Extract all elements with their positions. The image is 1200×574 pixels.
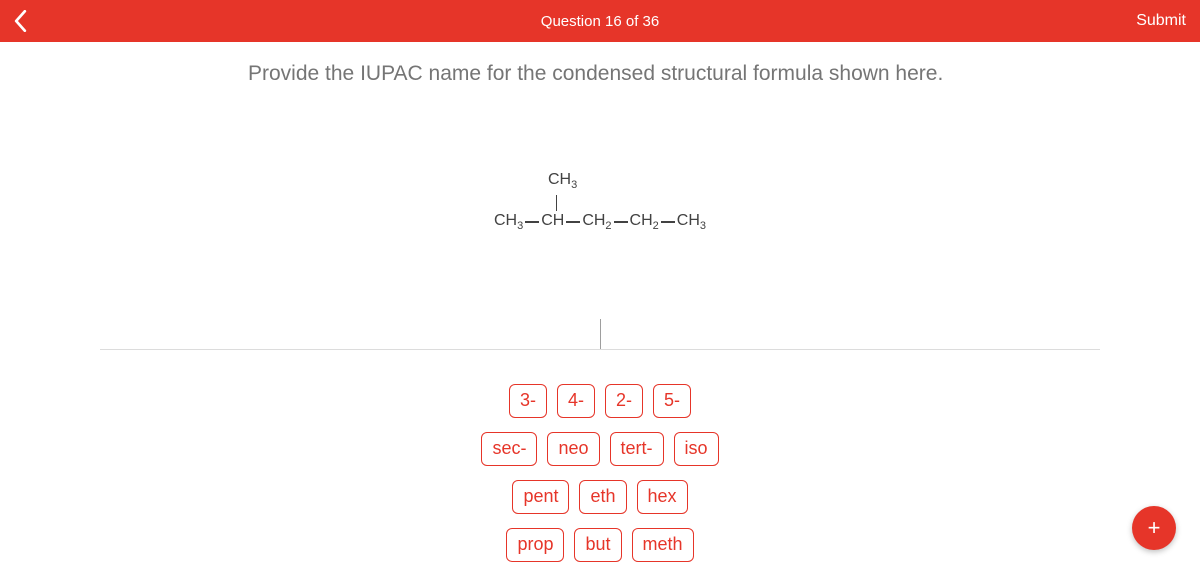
tile-row: 3- 4- 2- 5- — [509, 384, 691, 418]
tile-5[interactable]: 5- — [653, 384, 691, 418]
tile-row: prop but meth — [506, 528, 693, 562]
tile-hex[interactable]: hex — [637, 480, 688, 514]
vertical-bond — [556, 195, 558, 211]
add-fab-button[interactable]: + — [1132, 506, 1176, 550]
answer-line-container — [0, 316, 1200, 350]
tile-meth[interactable]: meth — [632, 528, 694, 562]
horizontal-bond — [566, 221, 580, 223]
tile-3[interactable]: 3- — [509, 384, 547, 418]
submit-button[interactable]: Submit — [1136, 12, 1186, 30]
tile-sec[interactable]: sec- — [481, 432, 537, 466]
tile-iso[interactable]: iso — [674, 432, 719, 466]
tile-area: 3- 4- 2- 5- sec- neo tert- iso pent eth … — [0, 384, 1200, 561]
horizontal-bond — [525, 221, 539, 223]
structure-top-sub: 3 — [571, 179, 577, 191]
tile-pent[interactable]: pent — [512, 480, 569, 514]
tile-2[interactable]: 2- — [605, 384, 643, 418]
tile-neo[interactable]: neo — [547, 432, 599, 466]
structure-container: CH3 CH3 CH CH2 CH2 CH3 — [0, 172, 1200, 232]
question-area: Provide the IUPAC name for the condensed… — [0, 42, 1200, 562]
tile-but[interactable]: but — [574, 528, 621, 562]
question-counter: Question 16 of 36 — [541, 13, 659, 30]
horizontal-bond — [661, 221, 675, 223]
plus-icon: + — [1148, 515, 1161, 541]
text-cursor — [600, 319, 601, 349]
tile-prop[interactable]: prop — [506, 528, 564, 562]
chevron-left-icon — [14, 10, 27, 32]
chemical-structure: CH3 CH3 CH CH2 CH2 CH3 — [494, 172, 706, 232]
tile-tert[interactable]: tert- — [610, 432, 664, 466]
header-bar: Question 16 of 36 Submit — [0, 0, 1200, 42]
question-prompt: Provide the IUPAC name for the condensed… — [0, 62, 1200, 86]
structure-top-frag: CH — [548, 171, 571, 188]
tile-eth[interactable]: eth — [579, 480, 626, 514]
tile-4[interactable]: 4- — [557, 384, 595, 418]
structure-main-row: CH3 CH CH2 CH2 CH3 — [494, 213, 706, 232]
answer-input[interactable] — [100, 316, 1100, 350]
tile-row: sec- neo tert- iso — [481, 432, 718, 466]
horizontal-bond — [614, 221, 628, 223]
tile-row: pent eth hex — [512, 480, 687, 514]
back-button[interactable] — [14, 10, 44, 32]
